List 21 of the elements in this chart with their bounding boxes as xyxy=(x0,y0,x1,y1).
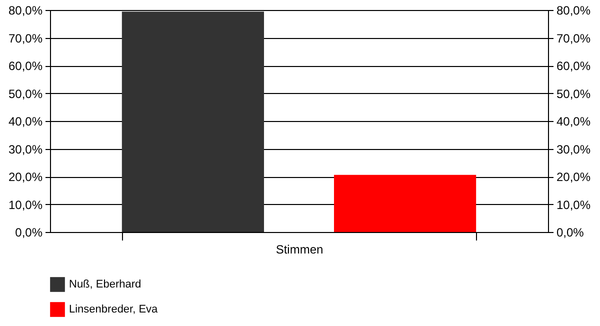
y-tick-label: 70,0% xyxy=(8,31,43,46)
x-tick-label: Stimmen xyxy=(276,242,324,256)
y-tick-label: 50,0% xyxy=(8,86,43,101)
text: 50,0% xyxy=(556,86,591,101)
y-tick-label: 30,0% xyxy=(8,142,43,156)
text: 60,0% xyxy=(556,59,591,73)
text: 0,0% xyxy=(556,226,584,240)
text: 30,0% xyxy=(556,142,591,156)
legend-label: Linsenbreder, Eva xyxy=(69,304,159,316)
y-tick-label: 60,0% xyxy=(8,59,43,73)
y-tick-label: 20,0% xyxy=(8,170,43,184)
text: 70,0% xyxy=(556,31,591,46)
y-tick-label: 40,0% xyxy=(8,114,43,128)
y-tick-label: 80,0% xyxy=(8,4,43,18)
y-tick-label: 10,0% xyxy=(8,198,43,212)
text: 40,0% xyxy=(556,114,591,128)
text: 20,0% xyxy=(556,170,591,184)
legend-label: Nuß, Eberhard xyxy=(69,278,142,290)
text: 80,0% xyxy=(556,4,591,18)
text: 10,0% xyxy=(556,198,591,212)
y-tick-label: 0,0% xyxy=(15,226,43,240)
